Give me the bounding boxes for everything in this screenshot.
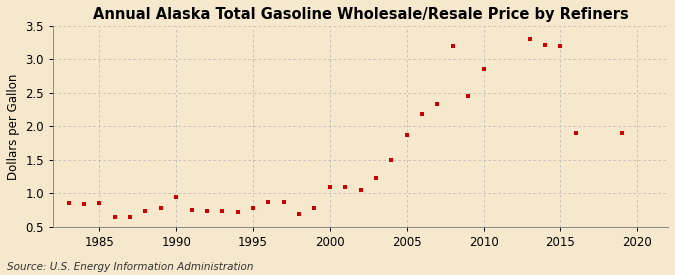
Y-axis label: Dollars per Gallon: Dollars per Gallon	[7, 73, 20, 180]
Point	[540, 43, 551, 48]
Point	[109, 214, 120, 219]
Point	[432, 102, 443, 106]
Point	[355, 188, 366, 192]
Point	[616, 131, 627, 135]
Point	[78, 202, 89, 206]
Point	[463, 93, 474, 98]
Title: Annual Alaska Total Gasoline Wholesale/Resale Price by Refiners: Annual Alaska Total Gasoline Wholesale/R…	[92, 7, 628, 22]
Text: Source: U.S. Energy Information Administration: Source: U.S. Energy Information Administ…	[7, 262, 253, 272]
Point	[63, 200, 74, 205]
Point	[448, 44, 458, 48]
Point	[402, 133, 412, 137]
Point	[570, 131, 581, 135]
Point	[524, 37, 535, 42]
Point	[294, 212, 304, 216]
Point	[217, 209, 227, 214]
Point	[278, 200, 289, 204]
Point	[171, 195, 182, 200]
Point	[155, 206, 166, 210]
Point	[263, 200, 274, 204]
Point	[94, 200, 105, 205]
Point	[125, 214, 136, 219]
Point	[386, 158, 397, 162]
Point	[201, 209, 212, 214]
Point	[140, 209, 151, 214]
Point	[232, 210, 243, 214]
Point	[186, 208, 197, 212]
Point	[478, 67, 489, 72]
Point	[416, 112, 427, 117]
Point	[325, 185, 335, 189]
Point	[248, 206, 259, 210]
Point	[555, 44, 566, 48]
Point	[340, 185, 350, 189]
Point	[371, 176, 381, 180]
Point	[309, 206, 320, 210]
